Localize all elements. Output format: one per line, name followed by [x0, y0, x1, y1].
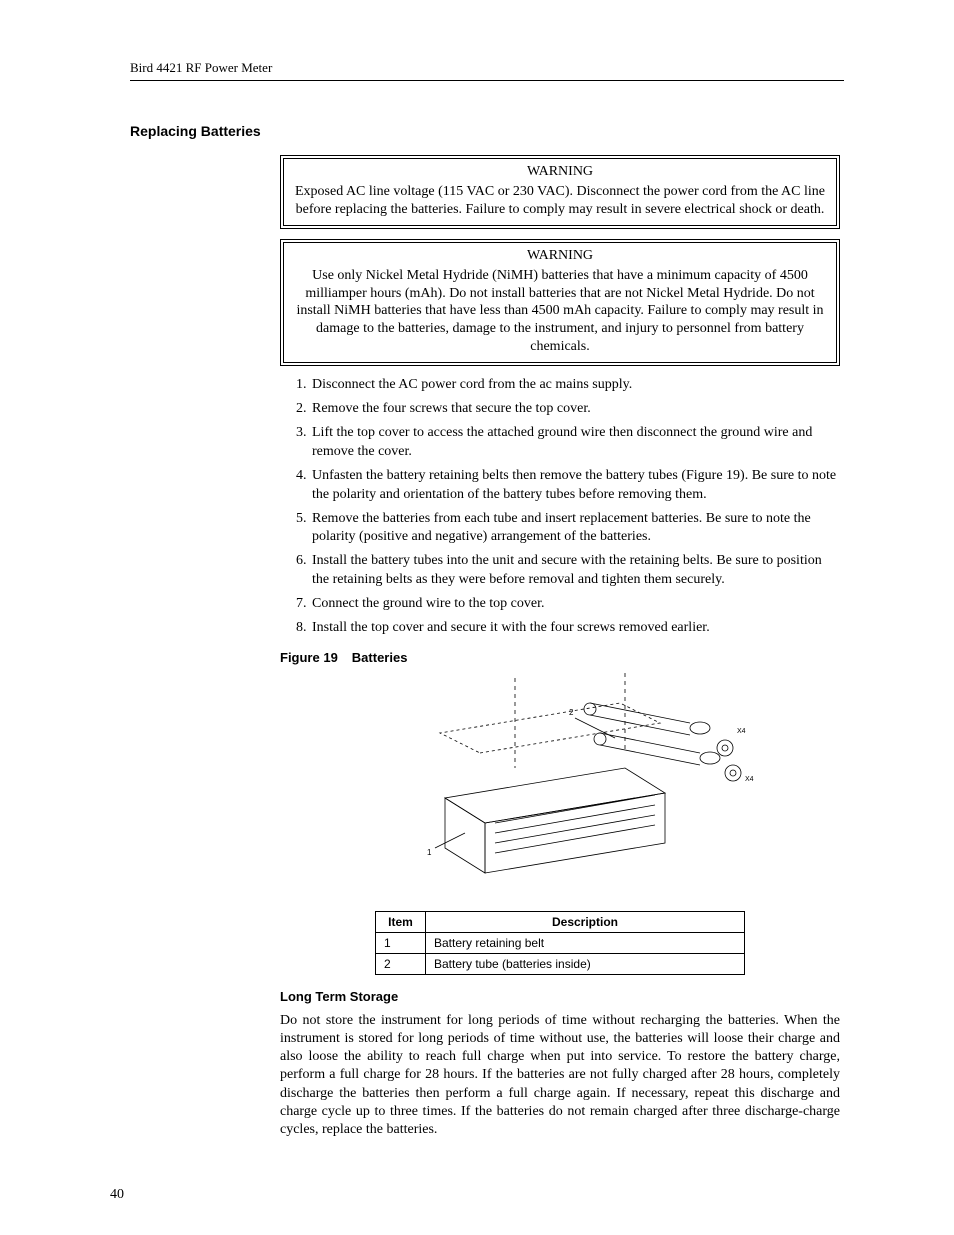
step-item: Lift the top cover to access the attache… [310, 424, 840, 462]
procedure-steps: Disconnect the AC power cord from the ac… [280, 376, 840, 638]
table-row: 2 Battery tube (batteries inside) [376, 953, 745, 974]
step-item: Remove the four screws that secure the t… [310, 400, 840, 419]
batteries-diagram-icon: 1 2 X4 X4 [365, 673, 755, 903]
warning-box-2: WARNING Use only Nickel Metal Hydride (N… [280, 239, 840, 366]
warning-body: Use only Nickel Metal Hydride (NiMH) bat… [296, 268, 823, 355]
step-item: Unfasten the battery retaining belts the… [310, 467, 840, 505]
note-x4: X4 [737, 728, 746, 735]
storage-paragraph: Do not store the instrument for long per… [280, 1012, 840, 1139]
warning-body: Exposed AC line voltage (115 VAC or 230 … [295, 184, 825, 217]
note-x4: X4 [745, 776, 754, 783]
warning-box-1: WARNING Exposed AC line voltage (115 VAC… [280, 155, 840, 229]
content-column: WARNING Exposed AC line voltage (115 VAC… [280, 155, 840, 1139]
section-heading-replacing-batteries: Replacing Batteries [130, 123, 844, 139]
svg-text:1: 1 [427, 848, 432, 857]
cell-item-desc: Battery retaining belt [426, 932, 745, 953]
figure-caption: Figure 19 Batteries [280, 650, 840, 665]
step-item: Install the top cover and secure it with… [310, 619, 840, 638]
col-header-item: Item [376, 911, 426, 932]
page-number: 40 [110, 1187, 124, 1203]
warning-title: WARNING [290, 163, 830, 181]
svg-text:2: 2 [569, 708, 574, 717]
table-header-row: Item Description [376, 911, 745, 932]
figure-title: Batteries [352, 650, 408, 665]
step-item: Install the battery tubes into the unit … [310, 552, 840, 590]
step-item: Remove the batteries from each tube and … [310, 510, 840, 548]
figure-illustration: 1 2 X4 X4 [280, 673, 840, 903]
warning-title: WARNING [290, 247, 830, 265]
step-item: Disconnect the AC power cord from the ac… [310, 376, 840, 395]
running-header: Bird 4421 RF Power Meter [130, 60, 844, 76]
col-header-description: Description [426, 911, 745, 932]
cell-item-desc: Battery tube (batteries inside) [426, 953, 745, 974]
figure-number: Figure 19 [280, 650, 338, 665]
table-row: 1 Battery retaining belt [376, 932, 745, 953]
figure-item-table: Item Description 1 Battery retaining bel… [375, 911, 745, 975]
subsection-heading-long-term-storage: Long Term Storage [280, 989, 840, 1004]
header-rule [130, 80, 844, 81]
cell-item-index: 2 [376, 953, 426, 974]
step-item: Connect the ground wire to the top cover… [310, 595, 840, 614]
cell-item-index: 1 [376, 932, 426, 953]
